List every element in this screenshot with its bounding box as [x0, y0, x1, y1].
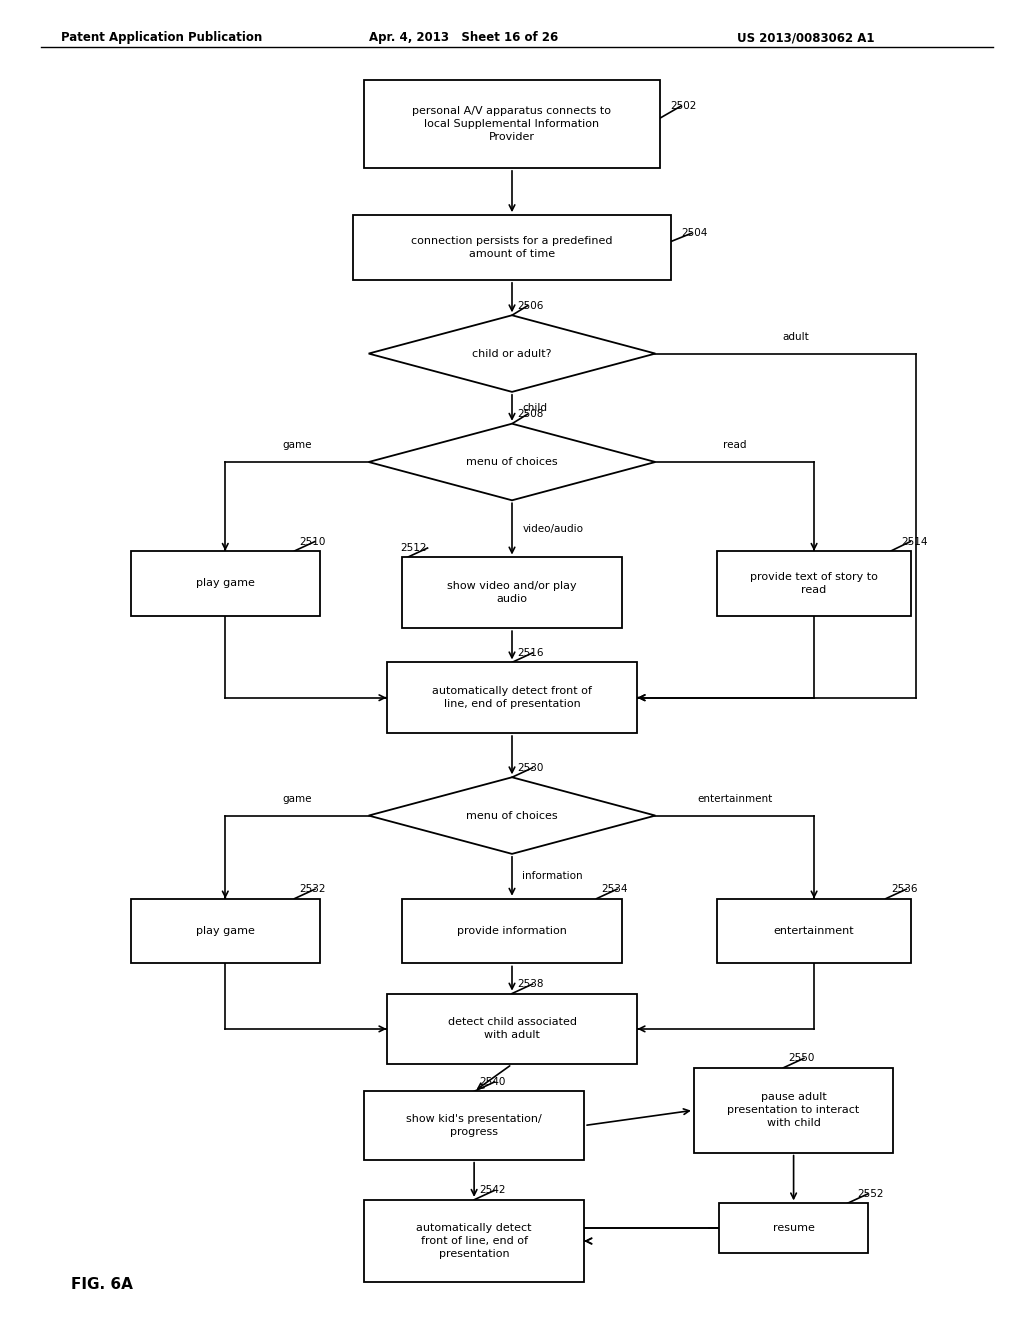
Text: 2536: 2536 — [891, 884, 918, 894]
Bar — [131, 550, 319, 616]
Bar — [717, 899, 911, 964]
Bar — [353, 215, 671, 280]
Text: US 2013/0083062 A1: US 2013/0083062 A1 — [737, 32, 874, 44]
Bar — [694, 1068, 893, 1152]
Text: 2542: 2542 — [479, 1185, 506, 1196]
Text: provide text of story to
read: provide text of story to read — [751, 572, 878, 595]
Text: adult: adult — [782, 331, 810, 342]
Text: play game: play game — [196, 578, 255, 589]
Bar — [364, 79, 660, 168]
Text: 2532: 2532 — [299, 884, 326, 894]
Polygon shape — [369, 777, 655, 854]
Text: 2512: 2512 — [399, 543, 426, 553]
Text: provide information: provide information — [457, 927, 567, 936]
Text: pause adult
presentation to interact
with child: pause adult presentation to interact wit… — [727, 1093, 860, 1129]
Text: game: game — [283, 793, 311, 804]
Text: automatically detect
front of line, end of
presentation: automatically detect front of line, end … — [417, 1224, 531, 1259]
Text: 2508: 2508 — [517, 409, 544, 420]
Text: automatically detect front of
line, end of presentation: automatically detect front of line, end … — [432, 686, 592, 709]
Text: entertainment: entertainment — [697, 793, 772, 804]
Text: menu of choices: menu of choices — [466, 810, 558, 821]
Text: show kid's presentation/
progress: show kid's presentation/ progress — [407, 1114, 542, 1137]
Bar — [719, 1204, 868, 1253]
Text: 2552: 2552 — [858, 1189, 884, 1199]
Bar — [717, 550, 911, 616]
Text: detect child associated
with adult: detect child associated with adult — [447, 1018, 577, 1040]
Text: video/audio: video/audio — [522, 524, 584, 533]
Bar — [401, 557, 623, 628]
Bar — [131, 899, 319, 964]
Text: read: read — [723, 440, 746, 450]
Text: child or adult?: child or adult? — [472, 348, 552, 359]
Polygon shape — [369, 424, 655, 500]
Bar — [387, 994, 637, 1064]
Text: 2510: 2510 — [299, 536, 326, 546]
Text: game: game — [283, 440, 311, 450]
Text: 2538: 2538 — [517, 979, 544, 989]
Text: 2530: 2530 — [517, 763, 544, 772]
Text: show video and/or play
audio: show video and/or play audio — [447, 581, 577, 605]
Bar — [365, 1200, 584, 1282]
Bar — [401, 899, 623, 964]
Text: entertainment: entertainment — [774, 927, 854, 936]
Bar — [387, 663, 637, 733]
Text: 2516: 2516 — [517, 648, 544, 657]
Text: child: child — [522, 403, 547, 413]
Text: information: information — [522, 871, 583, 882]
Text: 2504: 2504 — [681, 228, 708, 239]
Text: 2534: 2534 — [602, 884, 628, 894]
Text: connection persists for a predefined
amount of time: connection persists for a predefined amo… — [412, 236, 612, 259]
Text: Patent Application Publication: Patent Application Publication — [61, 32, 263, 44]
Text: FIG. 6A: FIG. 6A — [72, 1278, 133, 1292]
Text: 2540: 2540 — [479, 1077, 506, 1086]
Text: 2550: 2550 — [788, 1053, 815, 1064]
Text: play game: play game — [196, 927, 255, 936]
Text: menu of choices: menu of choices — [466, 457, 558, 467]
Text: 2502: 2502 — [671, 102, 697, 111]
Polygon shape — [369, 315, 655, 392]
Text: personal A/V apparatus connects to
local Supplemental Information
Provider: personal A/V apparatus connects to local… — [413, 106, 611, 141]
Text: Apr. 4, 2013   Sheet 16 of 26: Apr. 4, 2013 Sheet 16 of 26 — [369, 32, 558, 44]
Bar — [365, 1092, 584, 1160]
Text: 2506: 2506 — [517, 301, 544, 310]
Text: 2514: 2514 — [901, 536, 928, 546]
Text: resume: resume — [773, 1224, 814, 1233]
